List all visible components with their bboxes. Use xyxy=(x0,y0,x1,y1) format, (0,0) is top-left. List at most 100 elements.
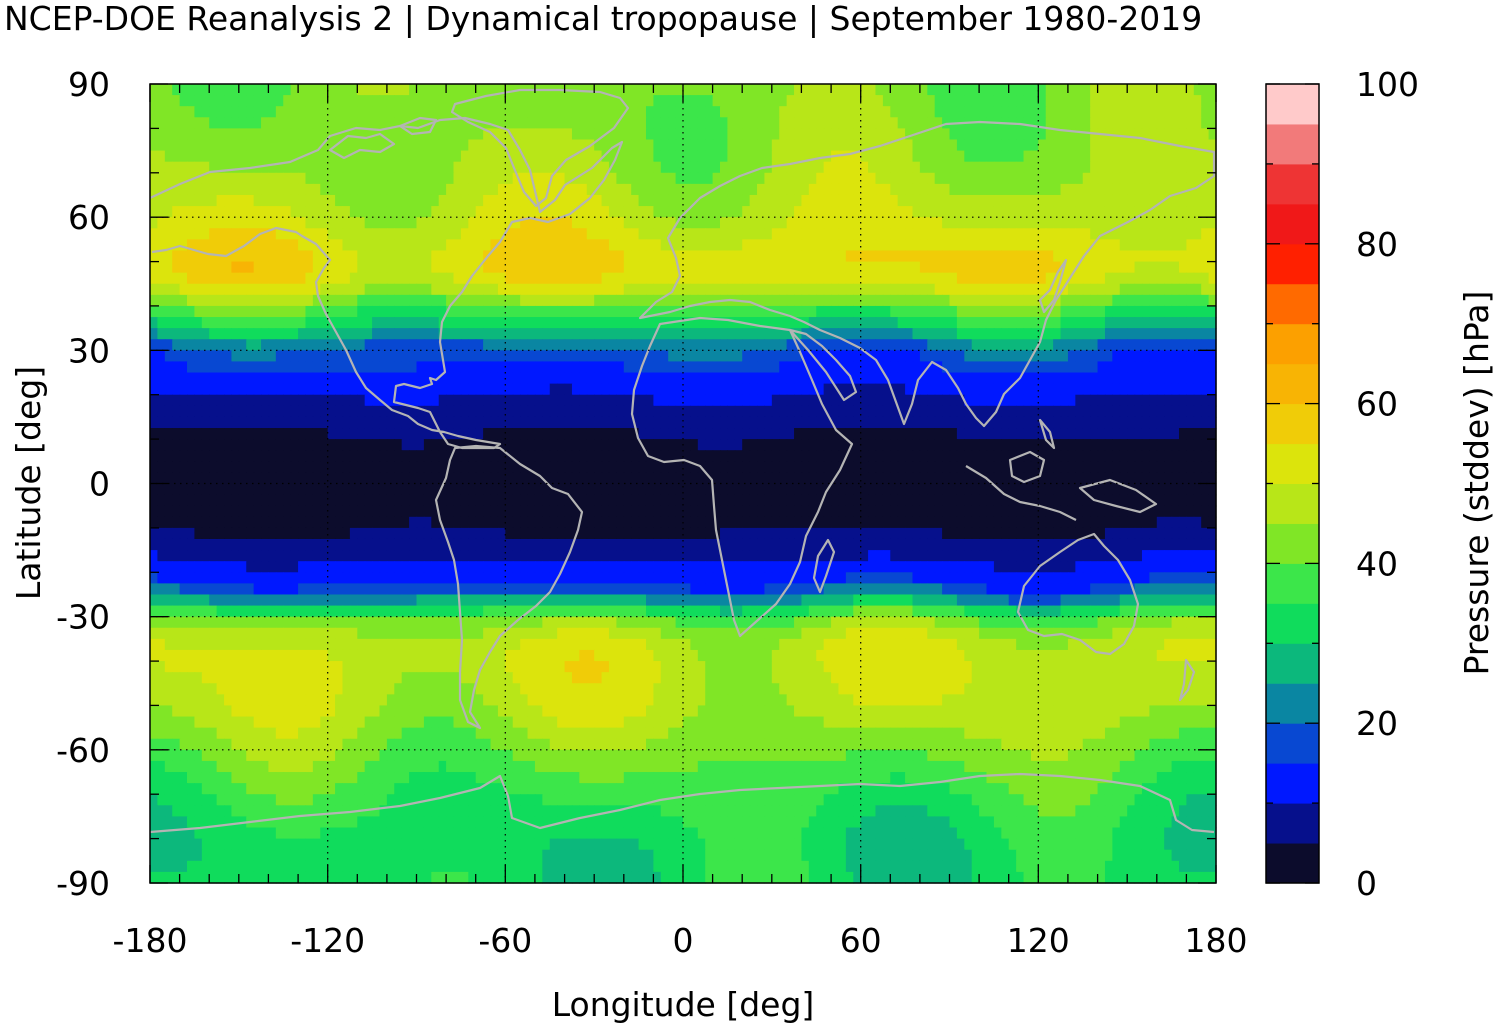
heatmap-cell xyxy=(1075,272,1084,285)
heatmap-cell xyxy=(1201,150,1210,163)
heatmap-cell xyxy=(446,272,455,285)
heatmap-cell xyxy=(831,305,840,318)
heatmap-cell xyxy=(1075,206,1084,218)
heatmap-cell xyxy=(187,228,196,240)
heatmap-cell xyxy=(261,161,270,174)
heatmap-cell xyxy=(771,161,780,174)
heatmap-cell xyxy=(801,394,810,407)
heatmap-cell xyxy=(608,450,617,462)
heatmap-cell xyxy=(1016,217,1025,229)
heatmap-cell xyxy=(660,416,669,429)
heatmap-cell xyxy=(868,439,877,451)
heatmap-cell xyxy=(712,194,721,207)
heatmap-cell xyxy=(653,139,662,152)
heatmap-cell xyxy=(224,139,233,152)
heatmap-cell xyxy=(571,250,580,263)
heatmap-cell xyxy=(683,217,691,229)
heatmap-cell xyxy=(497,372,506,385)
heatmap-cell xyxy=(638,95,647,107)
heatmap-cell xyxy=(1016,106,1025,118)
heatmap-cell xyxy=(1045,161,1054,174)
heatmap-cell xyxy=(986,161,995,174)
heatmap-cell xyxy=(372,84,381,96)
heatmap-cell xyxy=(1023,439,1032,451)
heatmap-cell xyxy=(542,416,551,429)
heatmap-cell xyxy=(505,339,514,351)
heatmap-cell xyxy=(1134,128,1143,141)
heatmap-cell xyxy=(601,394,610,407)
heatmap-cell xyxy=(808,206,817,218)
heatmap-cell xyxy=(342,217,351,229)
heatmap-cell xyxy=(549,139,558,152)
heatmap-cell xyxy=(386,84,395,96)
heatmap-cell xyxy=(512,128,521,141)
heatmap-cell xyxy=(868,428,877,440)
heatmap-cell xyxy=(187,317,196,329)
heatmap-cell xyxy=(853,283,862,296)
heatmap-cell xyxy=(379,261,388,274)
heatmap-cell xyxy=(172,372,181,385)
heatmap-cell xyxy=(1075,117,1084,129)
heatmap-cell xyxy=(934,239,943,252)
heatmap-cell xyxy=(1134,294,1143,307)
heatmap-cell xyxy=(453,161,462,174)
heatmap-cell xyxy=(320,183,329,196)
heatmap-cell xyxy=(283,372,292,385)
heatmap-cell xyxy=(720,405,729,418)
heatmap-cell xyxy=(253,272,262,285)
heatmap-cell xyxy=(298,272,307,285)
heatmap-cell xyxy=(483,328,492,340)
heatmap-cell xyxy=(364,228,373,240)
heatmap-cell xyxy=(386,428,395,440)
heatmap-cell xyxy=(1193,339,1202,351)
heatmap-cell xyxy=(993,183,1002,196)
heatmap-cell xyxy=(283,117,292,129)
heatmap-cell xyxy=(734,383,743,396)
heatmap-cell xyxy=(1141,439,1150,451)
heatmap-cell xyxy=(601,117,610,129)
heatmap-cell xyxy=(268,139,277,152)
heatmap-cell xyxy=(779,206,788,218)
heatmap-cell xyxy=(261,106,270,118)
heatmap-cell xyxy=(1164,250,1173,263)
heatmap-cell xyxy=(1156,194,1165,207)
heatmap-cell xyxy=(490,328,499,340)
heatmap-cell xyxy=(438,172,447,185)
heatmap-cell xyxy=(571,416,580,429)
heatmap-cell xyxy=(394,206,403,218)
heatmap-cell xyxy=(1082,183,1091,196)
heatmap-cell xyxy=(757,239,766,252)
heatmap-cell xyxy=(172,250,181,263)
heatmap-cell xyxy=(372,416,381,429)
heatmap-cell xyxy=(416,150,425,163)
heatmap-cell xyxy=(1119,194,1128,207)
heatmap-cell xyxy=(608,317,617,329)
heatmap-cell xyxy=(1171,394,1180,407)
heatmap-cell xyxy=(187,361,196,374)
heatmap-cell xyxy=(364,461,373,474)
heatmap-cell xyxy=(771,272,780,285)
heatmap-cell xyxy=(505,117,514,129)
heatmap-cell xyxy=(253,206,262,218)
heatmap-cell xyxy=(638,139,647,152)
heatmap-cell xyxy=(549,394,558,407)
heatmap-cell xyxy=(934,161,943,174)
heatmap-cell xyxy=(1008,317,1017,329)
heatmap-cell xyxy=(594,183,603,196)
heatmap-cell xyxy=(668,194,677,207)
heatmap-cell xyxy=(1149,206,1158,218)
heatmap-cell xyxy=(993,272,1002,285)
heatmap-cell xyxy=(349,350,358,363)
heatmap-cell xyxy=(534,439,543,451)
heatmap-cell xyxy=(919,84,928,96)
heatmap-cell xyxy=(683,194,691,207)
heatmap-cell xyxy=(942,139,951,152)
heatmap-cell xyxy=(683,394,691,407)
heatmap-cell xyxy=(1141,139,1150,152)
heatmap-cell xyxy=(697,305,706,318)
heatmap-cell xyxy=(749,416,758,429)
heatmap-cell xyxy=(971,428,980,440)
heatmap-cell xyxy=(616,361,625,374)
heatmap-cell xyxy=(816,106,825,118)
heatmap-cell xyxy=(275,239,284,252)
